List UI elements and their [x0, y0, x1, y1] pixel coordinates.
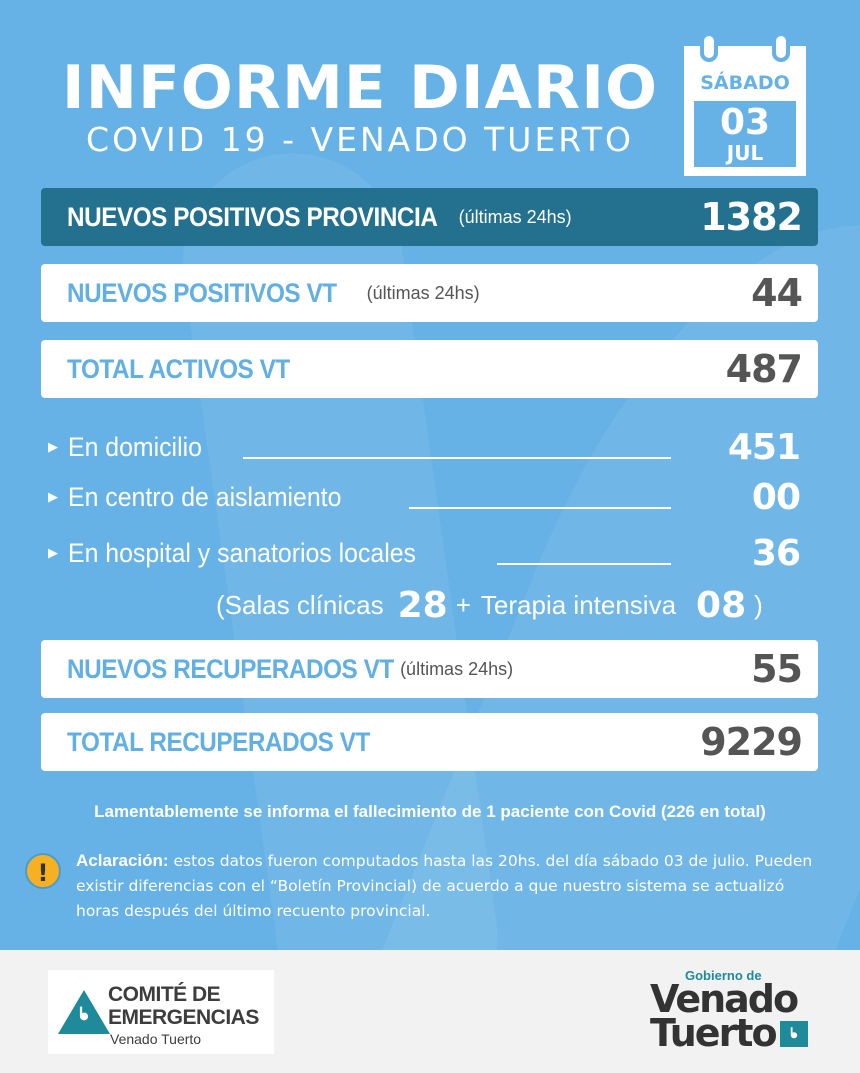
stat-note: (últimas 24hs) [458, 206, 572, 227]
stat-label: NUEVOS POSITIVOS VT [67, 277, 337, 308]
death-note: Lamentablemente se informa el fallecimie… [94, 802, 766, 821]
antler-icon: ᖲ [780, 1021, 808, 1047]
leader-line [497, 563, 671, 565]
stat-value: 9229 [700, 720, 803, 764]
page-subtitle: COVID 19 - VENADO TUERTO [86, 120, 634, 159]
hospital-breakdown: (Salas clínicas 28 + Terapia intensiva 0… [216, 584, 826, 626]
city-name-line1: Venado [650, 977, 799, 1021]
stat-value: 55 [751, 647, 803, 691]
stat-label: TOTAL RECUPERADOS VT [67, 726, 370, 757]
row-value: 451 [727, 426, 801, 468]
row-label: En domicilio [68, 431, 202, 462]
calendar-icon: SÁBADO 03 JUL [684, 32, 806, 176]
close-paren: ) [754, 589, 763, 620]
triangle-bullet-icon: ▶ [48, 545, 58, 561]
clarification-label: Aclaración: [76, 851, 169, 870]
leader-line [409, 507, 671, 509]
stat-label: NUEVOS POSITIVOS PROVINCIA [67, 201, 438, 232]
footer: ᖲ COMITÉ DE EMERGENCIAS Venado Tuerto Go… [0, 950, 860, 1073]
calendar-weekday: SÁBADO [700, 72, 790, 94]
calendar-month: JUL [726, 141, 764, 165]
city-name-line2: Tuerto [650, 1011, 778, 1055]
triangle-bullet-icon: ▶ [48, 439, 58, 455]
comite-emergencias-logo: ᖲ COMITÉ DE EMERGENCIAS Venado Tuerto [48, 970, 274, 1054]
org-city: Venado Tuerto [110, 1031, 202, 1047]
stat-note: (últimas 24hs) [366, 282, 480, 303]
stat-note: (últimas 24hs) [400, 658, 514, 679]
clarification-text: Aclaración: estos datos fueron computado… [76, 848, 826, 924]
leader-line [243, 457, 671, 459]
stat-value: 44 [751, 271, 803, 315]
stat-total-recuperados-vt: TOTAL RECUPERADOS VT 9229 [41, 713, 818, 771]
infographic-panel: INFORME DIARIO COVID 19 - VENADO TUERTO … [0, 0, 860, 950]
org-name-line1: COMITÉ DE [108, 983, 221, 1006]
gobierno-venado-tuerto-logo: Gobierno de Venado Tuerto ᖲ [650, 968, 820, 1058]
calendar-ring [700, 32, 718, 62]
stat-label: NUEVOS RECUPERADOS VT [67, 653, 394, 684]
clarification-body: estos datos fueron computados hasta las … [76, 852, 813, 920]
plus-sign: + [455, 589, 471, 620]
org-name-line2: EMERGENCIAS [108, 1006, 259, 1029]
activos-row-hospital: ▶ En hospital y sanatorios locales 36 [48, 532, 808, 574]
salas-label: (Salas clínicas [216, 589, 384, 620]
row-label: En centro de aislamiento [68, 481, 342, 512]
row-value: 00 [751, 476, 801, 518]
stat-nuevos-positivos-provincia: NUEVOS POSITIVOS PROVINCIA (últimas 24hs… [41, 188, 818, 246]
stat-total-activos-vt: TOTAL ACTIVOS VT 487 [41, 340, 818, 398]
terapia-label: Terapia intensiva [480, 589, 677, 620]
gobierno-label: Gobierno de [685, 968, 762, 983]
terapia-value: 08 [696, 584, 747, 626]
page-title: INFORME DIARIO [61, 53, 659, 123]
row-label: En hospital y sanatorios locales [68, 537, 416, 568]
triangle-bullet-icon: ▶ [48, 489, 58, 505]
antler-icon: ᖲ [79, 1004, 89, 1025]
exclamation-icon: ! [25, 853, 61, 889]
stat-label: TOTAL ACTIVOS VT [67, 353, 290, 384]
calendar-day: 03 [719, 102, 771, 143]
stat-nuevos-positivos-vt: NUEVOS POSITIVOS VT (últimas 24hs) 44 [41, 264, 818, 322]
stat-value: 1382 [700, 195, 803, 239]
activos-row-aislamiento: ▶ En centro de aislamiento 00 [48, 476, 808, 518]
calendar-ring [772, 32, 790, 62]
salas-value: 28 [397, 584, 448, 626]
stat-nuevos-recuperados-vt: NUEVOS RECUPERADOS VT (últimas 24hs) 55 [41, 640, 818, 698]
stat-value: 487 [725, 347, 803, 391]
activos-row-domicilio: ▶ En domicilio 451 [48, 426, 808, 468]
deer-triangle-icon [58, 990, 110, 1034]
calendar-date-box: 03 JUL [694, 101, 796, 167]
row-value: 36 [751, 532, 801, 574]
